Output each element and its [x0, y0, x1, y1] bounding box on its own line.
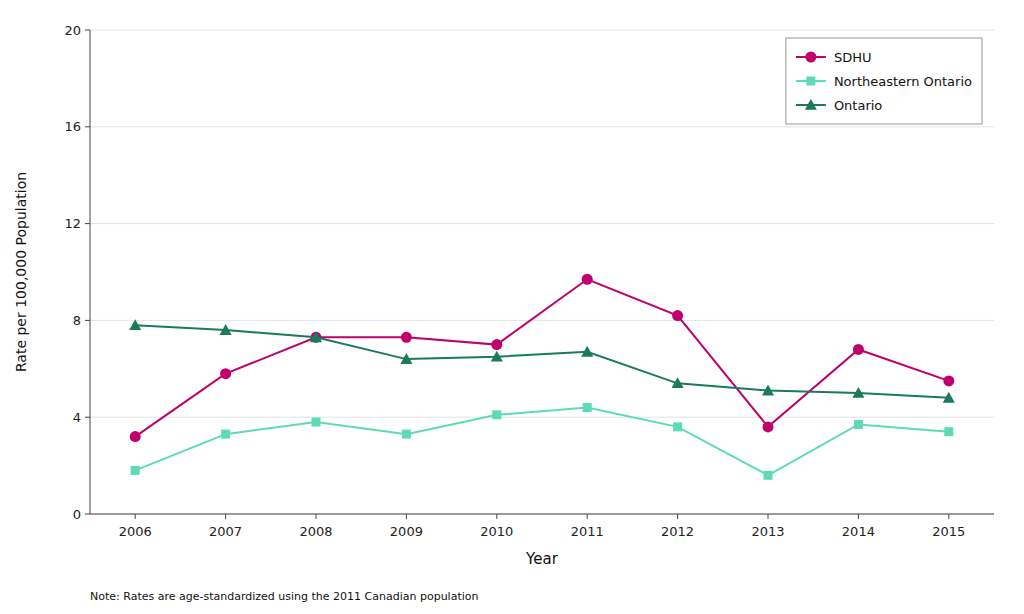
axes: 2006200720082009201020112012201320142015…: [64, 23, 994, 540]
plot-area: [129, 274, 955, 480]
point: [400, 353, 412, 364]
point: [853, 344, 864, 355]
series: [131, 403, 954, 480]
point: [491, 339, 502, 350]
point: [491, 351, 503, 362]
y-tick: [85, 320, 90, 321]
x-tick: [587, 514, 588, 519]
x-tick-label: 2009: [390, 524, 423, 539]
series: [129, 319, 955, 402]
y-tick-label: 16: [64, 119, 81, 134]
grid-line: [90, 126, 994, 127]
y-tick: [85, 223, 90, 224]
y-tick: [85, 126, 90, 127]
x-tick: [496, 514, 497, 519]
series-line: [135, 408, 949, 476]
x-tick-label: 2015: [932, 524, 965, 539]
point: [943, 375, 954, 386]
x-tick: [406, 514, 407, 519]
point: [762, 385, 774, 396]
point: [492, 410, 501, 419]
point: [221, 430, 230, 439]
x-tick-label: 2010: [480, 524, 513, 539]
x-tick: [677, 514, 678, 519]
legend-label: Ontario: [834, 98, 882, 113]
legend-box: [786, 38, 982, 124]
point: [763, 421, 774, 432]
legend-marker: [806, 77, 815, 86]
point: [583, 403, 592, 412]
x-tick-label: 2014: [842, 524, 875, 539]
chart: 2006200720082009201020112012201320142015…: [0, 0, 1024, 614]
series-line: [135, 325, 949, 398]
point: [854, 420, 863, 429]
point: [402, 430, 411, 439]
point: [672, 310, 683, 321]
legend-label: SDHU: [834, 50, 872, 65]
x-tick: [768, 514, 769, 519]
y-axis-line: [90, 30, 91, 514]
point: [944, 427, 953, 436]
grid-line: [90, 30, 994, 31]
y-tick-label: 20: [64, 23, 81, 38]
point: [581, 346, 593, 357]
x-tick-label: 2013: [751, 524, 784, 539]
point: [401, 332, 412, 343]
x-axis-label: Year: [525, 550, 559, 568]
x-tick-label: 2008: [299, 524, 332, 539]
point: [131, 466, 140, 475]
point: [220, 368, 231, 379]
point: [673, 422, 682, 431]
legend: SDHU Northeastern Ontario Ontario: [786, 38, 982, 124]
y-tick-label: 12: [64, 216, 81, 231]
x-tick-label: 2011: [571, 524, 604, 539]
y-tick: [85, 514, 90, 515]
x-tick: [948, 514, 949, 519]
y-axis-label: Rate per 100,000 Population: [13, 172, 29, 372]
point: [852, 387, 864, 398]
series: [130, 274, 955, 442]
grid-line: [90, 320, 994, 321]
grid: [90, 30, 994, 514]
point: [764, 471, 773, 480]
x-tick: [858, 514, 859, 519]
legend-marker: [805, 99, 817, 110]
point: [312, 418, 321, 427]
legend-label: Northeastern Ontario: [834, 74, 972, 89]
grid-line: [90, 223, 994, 224]
y-tick: [85, 30, 90, 31]
x-tick: [225, 514, 226, 519]
x-tick-label: 2006: [119, 524, 152, 539]
x-tick: [316, 514, 317, 519]
grid-line: [90, 417, 994, 418]
point: [129, 319, 141, 330]
x-tick-label: 2007: [209, 524, 242, 539]
y-tick: [85, 417, 90, 418]
point: [943, 392, 955, 403]
y-tick-label: 4: [73, 410, 81, 425]
y-tick-label: 0: [73, 507, 81, 522]
point: [582, 274, 593, 285]
point: [220, 324, 232, 335]
y-tick-label: 8: [73, 313, 81, 328]
point: [310, 331, 322, 342]
x-tick: [135, 514, 136, 519]
legend-marker: [805, 52, 816, 63]
series-line: [135, 279, 949, 436]
x-tick-label: 2012: [661, 524, 694, 539]
point: [130, 431, 141, 442]
point: [672, 377, 684, 388]
note: Note: Rates are age-standardized using t…: [90, 590, 478, 603]
